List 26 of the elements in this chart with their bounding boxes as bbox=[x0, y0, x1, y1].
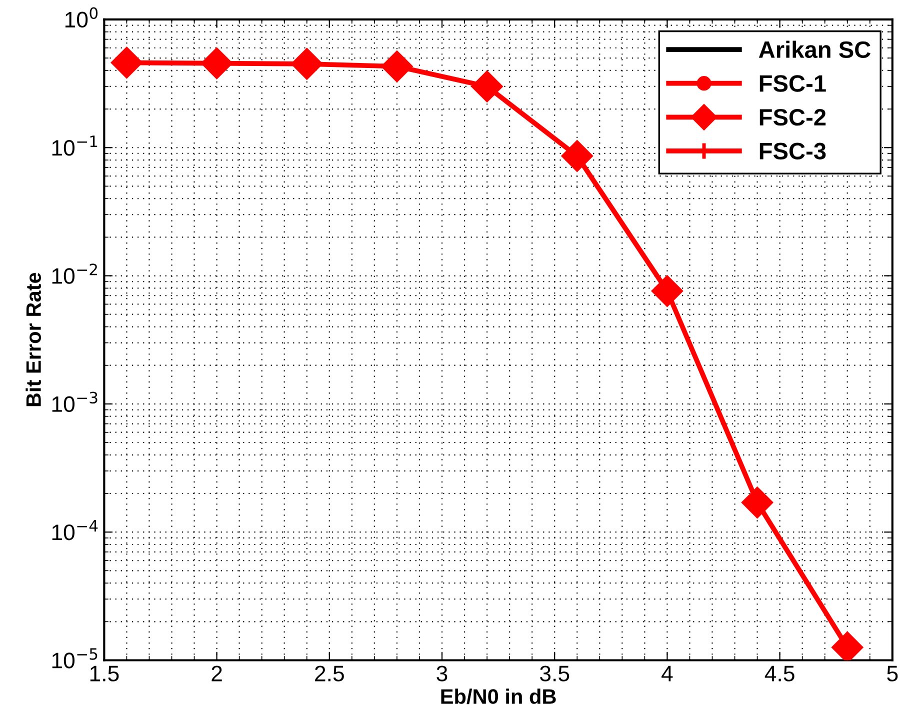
y-tick-label: 10$^{−2}$ bbox=[52, 264, 97, 284]
x-tick-label: 2 bbox=[212, 666, 222, 682]
x-axis-title: Eb/N0 in dB bbox=[441, 688, 556, 704]
point bbox=[562, 140, 593, 172]
point bbox=[201, 48, 232, 79]
y-tick-label: 10$^{0}$ bbox=[65, 7, 98, 28]
point bbox=[742, 487, 773, 518]
x-tick-label: 2.5 bbox=[315, 666, 344, 682]
x-tick-label: 5 bbox=[887, 666, 898, 682]
point bbox=[111, 47, 142, 78]
x-tick-label: 3.5 bbox=[540, 666, 570, 682]
legend-label: FSC-2 bbox=[760, 108, 826, 126]
point bbox=[472, 70, 503, 102]
x-tick-label: 3 bbox=[436, 666, 448, 682]
y-tick-label: 10$^{−1}$ bbox=[52, 136, 98, 156]
x-tick-label: 4.5 bbox=[764, 666, 794, 682]
point bbox=[291, 48, 322, 80]
point bbox=[381, 50, 412, 82]
x-tick-label: 4 bbox=[662, 666, 673, 682]
y-tick-label: 10$^{−4}$ bbox=[52, 520, 98, 540]
y-tick-label: 10$^{−3}$ bbox=[52, 392, 98, 412]
legend-label: Arikan SC bbox=[758, 40, 871, 58]
legend-label: FSC-1 bbox=[760, 75, 826, 92]
legend-label: FSC-3 bbox=[760, 142, 826, 160]
y-axis-title: Bit Error Rate bbox=[26, 272, 41, 406]
point bbox=[652, 276, 683, 307]
